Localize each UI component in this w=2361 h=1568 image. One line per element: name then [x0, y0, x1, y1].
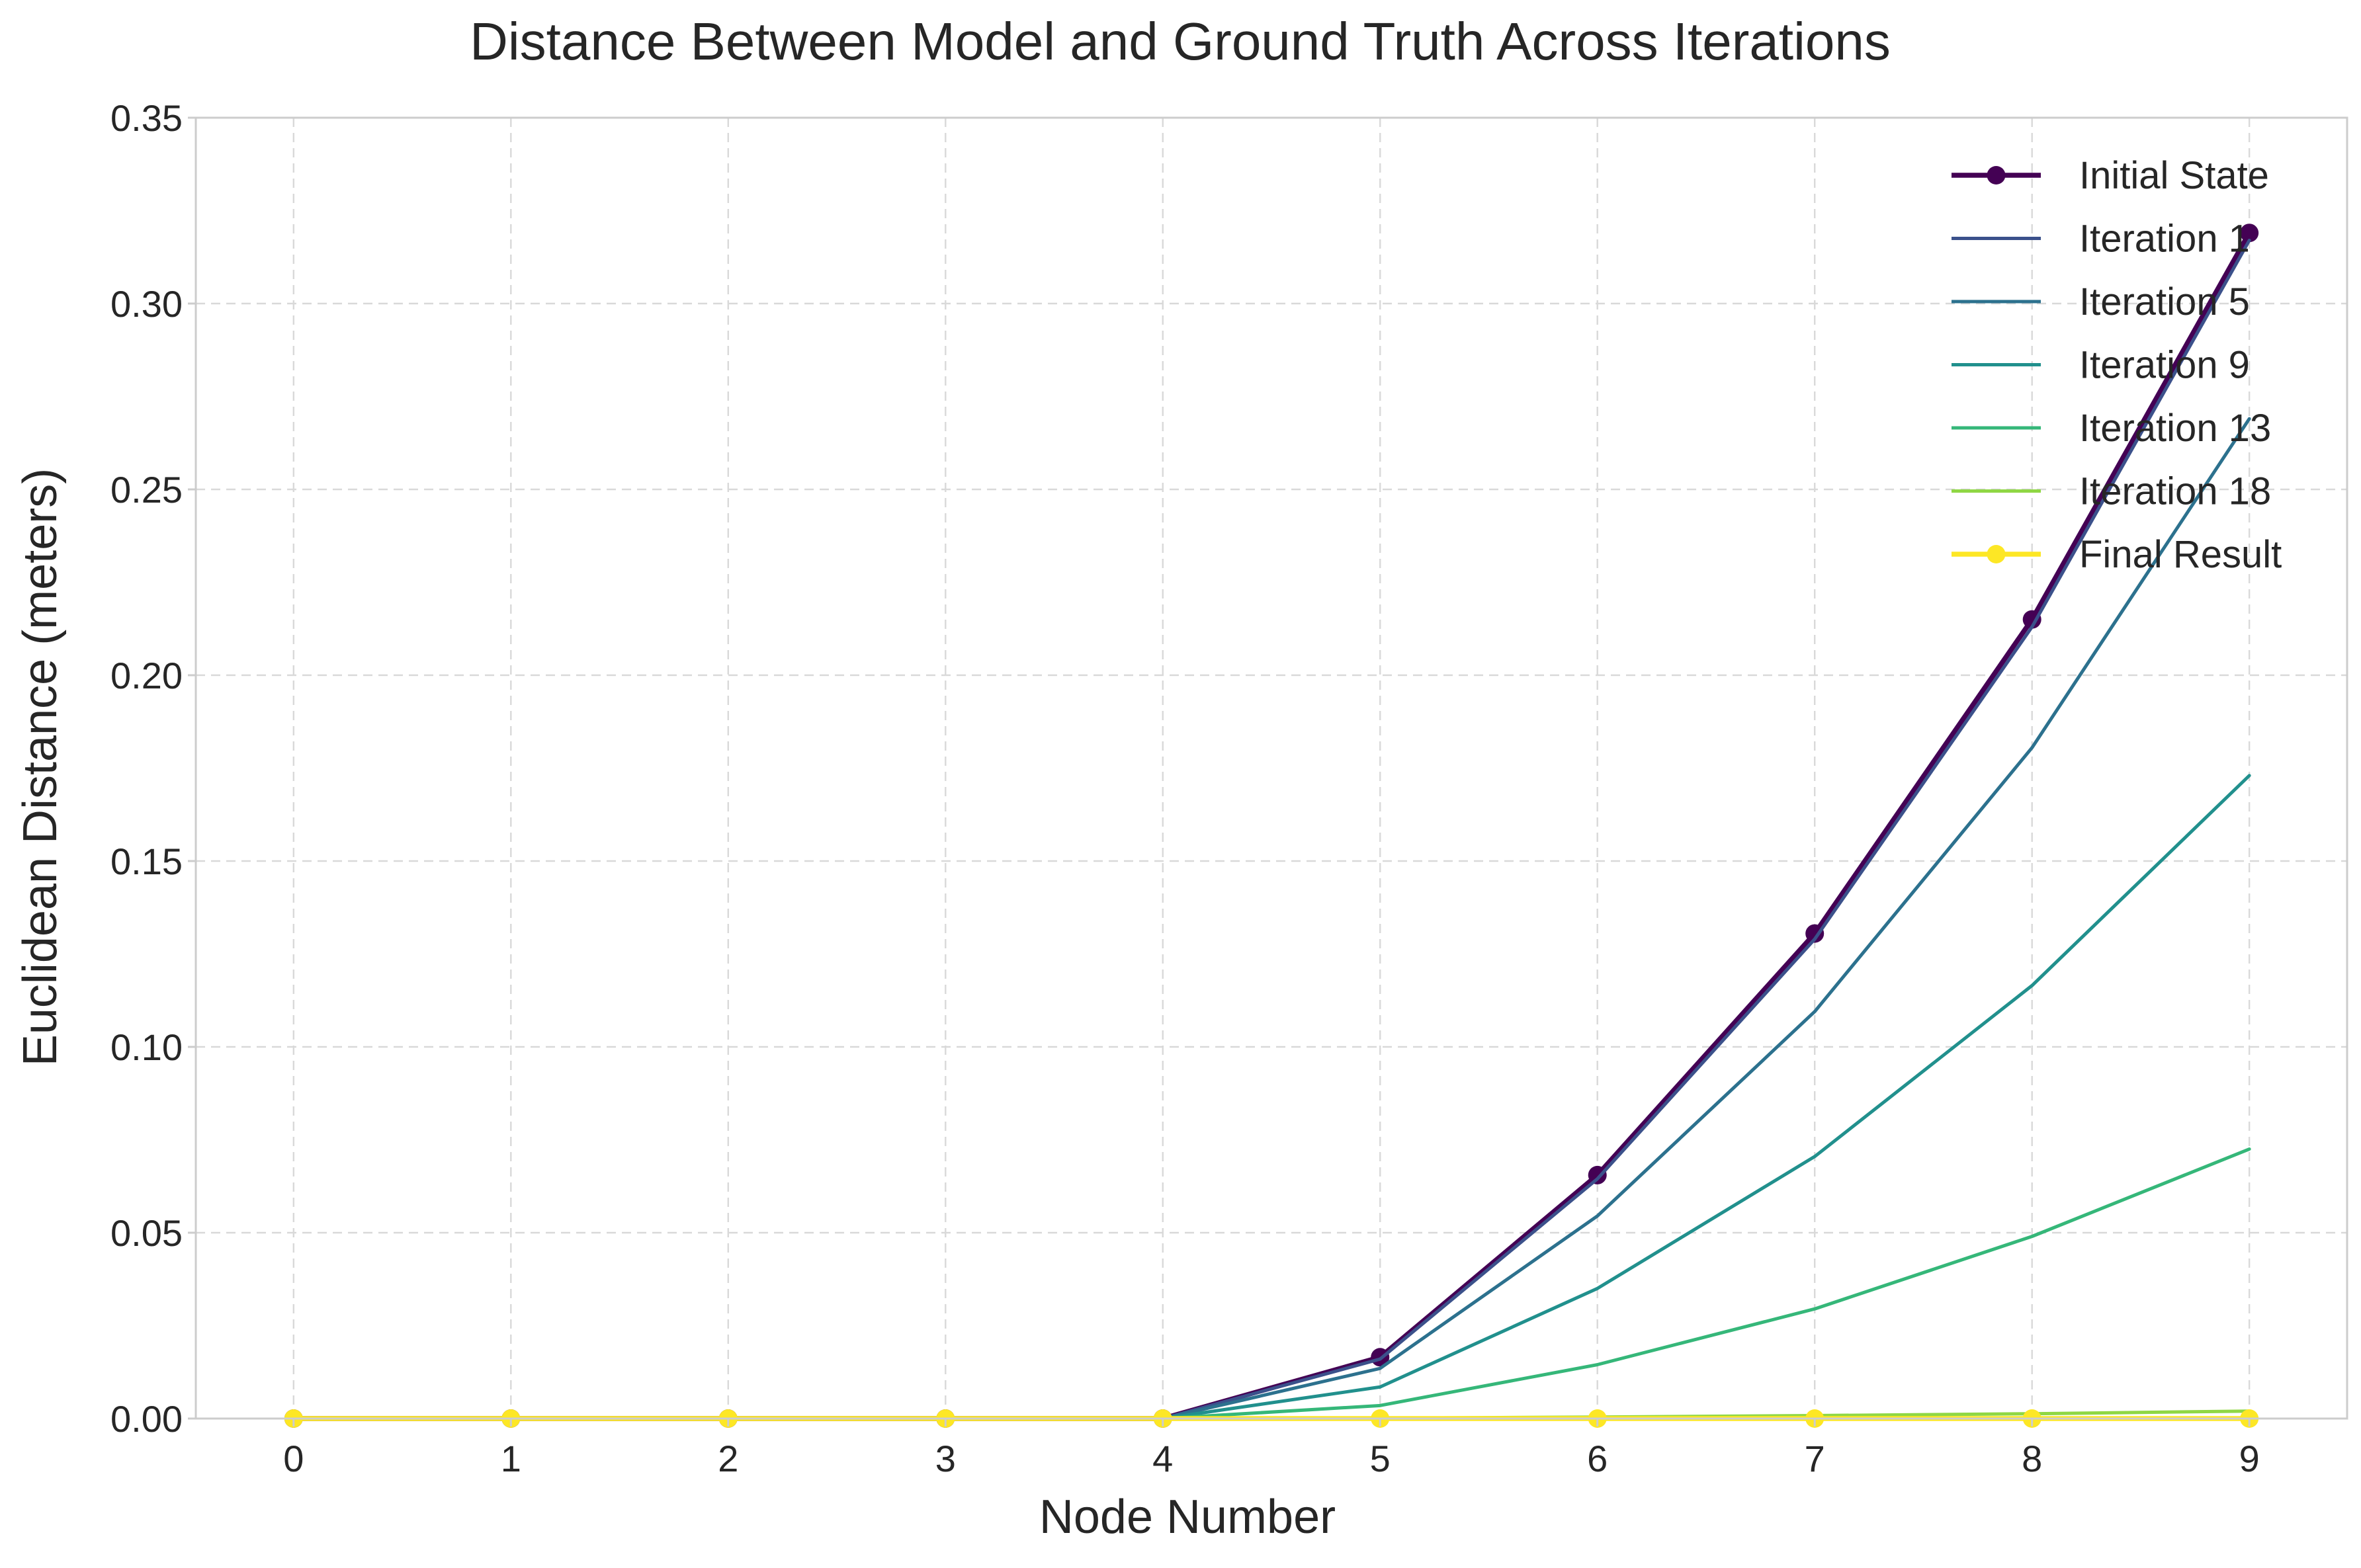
axis-ticks: 0 1 2 3 4 5 6 7 8 9 0.00 0.05 0.10 0.15 0.20 0.25 0.30 0.… — [110, 97, 2260, 1479]
x-tick-label: 0 — [283, 1438, 304, 1479]
legend-marker — [1987, 166, 2006, 185]
legend-label: Iteration 13 — [2079, 407, 2271, 450]
legend-label: Iteration 9 — [2079, 344, 2250, 387]
y-tick-label: 0.10 — [110, 1026, 183, 1068]
data-point — [2240, 224, 2259, 243]
chart-title: Distance Between Model and Ground Truth … — [470, 12, 1891, 71]
data-point — [1588, 1165, 1607, 1184]
legend-label: Iteration 1 — [2079, 218, 2250, 261]
legend-item: Final Result — [1952, 533, 2282, 576]
y-tick-label: 0.20 — [110, 655, 183, 696]
legend-item: Iteration 1 — [1952, 218, 2250, 261]
legend-item: Initial State — [1952, 154, 2269, 197]
legend-item: Iteration 5 — [1952, 280, 2250, 323]
x-tick-label: 8 — [2022, 1438, 2042, 1479]
y-tick-label: 0.05 — [110, 1212, 183, 1254]
legend-label: Initial State — [2079, 154, 2269, 197]
x-tick-label: 9 — [2239, 1438, 2260, 1479]
legend-item: Iteration 18 — [1952, 470, 2271, 513]
x-tick-label: 6 — [1587, 1438, 1608, 1479]
x-tick-label: 3 — [935, 1438, 956, 1479]
y-tick-label: 0.15 — [110, 841, 183, 882]
y-axis-label: Euclidean Distance (meters) — [14, 468, 67, 1066]
x-tick-label: 4 — [1152, 1438, 1173, 1479]
data-point — [2022, 610, 2041, 629]
data-point — [1805, 924, 1824, 943]
legend-label: Final Result — [2079, 533, 2282, 576]
x-tick-label: 1 — [501, 1438, 521, 1479]
x-tick-label: 7 — [1805, 1438, 1825, 1479]
legend-marker — [1987, 545, 2006, 563]
legend-label: Iteration 5 — [2079, 280, 2250, 323]
x-tick-label: 5 — [1370, 1438, 1391, 1479]
y-tick-label: 0.25 — [110, 469, 183, 511]
x-axis-label: Node Number — [1039, 1491, 1336, 1544]
legend: Initial State Iteration 1 Iteration 5 Itera… — [1952, 154, 2282, 576]
y-tick-label: 0.00 — [110, 1398, 183, 1440]
y-tick-label: 0.35 — [110, 97, 183, 139]
legend-label: Iteration 18 — [2079, 470, 2271, 513]
plot-frame — [194, 116, 2348, 1420]
x-tick-label: 2 — [718, 1438, 738, 1479]
legend-item: Iteration 13 — [1952, 407, 2271, 450]
y-tick-label: 0.30 — [110, 283, 183, 325]
legend-item: Iteration 9 — [1952, 344, 2250, 387]
